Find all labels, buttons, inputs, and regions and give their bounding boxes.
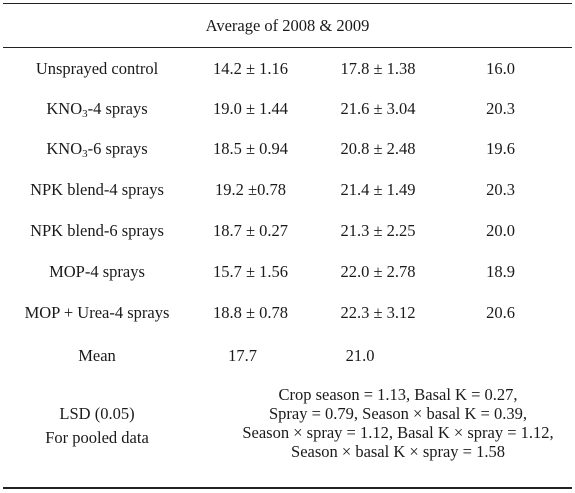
value-2008: 14.2 ± 1.16 bbox=[212, 59, 289, 78]
treatment-name: NPK blend-6 sprays bbox=[30, 221, 164, 240]
treatment-cell: KNO3-4 sprays bbox=[6, 97, 188, 121]
value-2008: 19.0 ± 1.44 bbox=[212, 99, 289, 118]
treatment-cell: MOP-4 sprays bbox=[6, 260, 188, 284]
treatment-name: MOP-4 sprays bbox=[49, 262, 145, 281]
table-header-rule bbox=[3, 47, 572, 48]
value-2009: 17.8 ± 1.38 bbox=[340, 59, 416, 78]
lsd-label-line2: For pooled data bbox=[45, 428, 149, 447]
value-2008: 18.7 ± 0.27 bbox=[212, 221, 289, 240]
value-2009: 20.8 ± 2.48 bbox=[340, 139, 416, 158]
treatment-name: KNO bbox=[46, 99, 83, 118]
mean-value-2008: 17.7 bbox=[228, 346, 257, 365]
mean-label: Mean bbox=[78, 346, 116, 365]
value-average: 16.0 bbox=[486, 59, 515, 78]
treatment-suffix: -6 sprays bbox=[87, 139, 148, 158]
lsd-label-line1: LSD (0.05) bbox=[59, 404, 135, 423]
value-2009: 21.6 ± 3.04 bbox=[340, 99, 416, 118]
lsd-value-line: Spray = 0.79, Season × basal K = 0.39, bbox=[269, 404, 527, 423]
value-2008: 18.8 ± 0.78 bbox=[212, 303, 289, 322]
value-2009: 22.3 ± 3.12 bbox=[340, 303, 416, 322]
lsd-value-line: Season × basal K × spray = 1.58 bbox=[291, 442, 505, 461]
mean-value-2009: 21.0 bbox=[345, 346, 375, 365]
treatment-cell: MOP + Urea-4 sprays bbox=[6, 301, 188, 325]
treatment-name: NPK blend-4 sprays bbox=[30, 180, 164, 199]
value-average: 18.9 bbox=[486, 262, 515, 281]
mean-row: Mean 17.7 21.0 bbox=[0, 344, 575, 368]
table-top-rule bbox=[3, 3, 572, 4]
lsd-value-line: Season × spray = 1.12, Basal K × spray =… bbox=[242, 423, 554, 442]
value-2009: 21.3 ± 2.25 bbox=[340, 221, 416, 240]
lsd-label: LSD (0.05) For pooled data bbox=[6, 402, 188, 450]
value-average: 20.3 bbox=[486, 99, 515, 118]
treatment-cell: KNO3-6 sprays bbox=[6, 137, 188, 161]
value-average: 20.0 bbox=[486, 221, 515, 240]
treatment-subscript: 3 bbox=[82, 108, 88, 120]
treatment-name: KNO bbox=[46, 139, 83, 158]
treatment-suffix: -4 sprays bbox=[87, 99, 148, 118]
treatment-cell: NPK blend-4 sprays bbox=[6, 178, 188, 202]
table-row: KNO3-6 sprays 18.5 ± 0.94 20.8 ± 2.48 19.6 bbox=[0, 137, 575, 161]
treatment-cell: NPK blend-6 sprays bbox=[6, 219, 188, 243]
table-row: MOP-4 sprays 15.7 ± 1.56 22.0 ± 2.78 18.9 bbox=[0, 260, 575, 284]
value-2009: 22.0 ± 2.78 bbox=[340, 262, 416, 281]
value-average: 19.6 bbox=[486, 139, 515, 158]
value-2008: 15.7 ± 1.56 bbox=[212, 262, 289, 281]
value-average: 20.6 bbox=[486, 303, 515, 322]
table-bottom-rule bbox=[3, 487, 572, 489]
treatment-subscript: 3 bbox=[82, 148, 88, 160]
treatment-name: Unsprayed control bbox=[35, 59, 159, 78]
value-2008: 19.2 ±0.78 bbox=[215, 180, 286, 199]
lsd-value-line: Crop season = 1.13, Basal K = 0.27, bbox=[278, 385, 518, 404]
table-row: MOP + Urea-4 sprays 18.8 ± 0.78 22.3 ± 3.1… bbox=[0, 301, 575, 325]
value-average: 20.3 bbox=[486, 180, 515, 199]
treatment-name: MOP + Urea-4 sprays bbox=[24, 303, 170, 322]
table-row: Unsprayed control 14.2 ± 1.16 17.8 ± 1.38 1… bbox=[0, 57, 575, 81]
lsd-values: Crop season = 1.13, Basal K = 0.27, Spray… bbox=[228, 385, 568, 461]
value-2009: 21.4 ± 1.49 bbox=[340, 180, 416, 199]
table-row: KNO3-4 sprays 19.0 ± 1.44 21.6 ± 3.04 20.3 bbox=[0, 97, 575, 121]
table-header: Average of 2008 & 2009 bbox=[205, 16, 370, 35]
table-row: NPK blend-6 sprays 18.7 ± 0.27 21.3 ± 2.25… bbox=[0, 219, 575, 243]
value-2008: 18.5 ± 0.94 bbox=[212, 139, 289, 158]
table-row: NPK blend-4 sprays 19.2 ±0.78 21.4 ± 1.49 2… bbox=[0, 178, 575, 202]
treatment-cell: Unsprayed control bbox=[6, 57, 188, 81]
